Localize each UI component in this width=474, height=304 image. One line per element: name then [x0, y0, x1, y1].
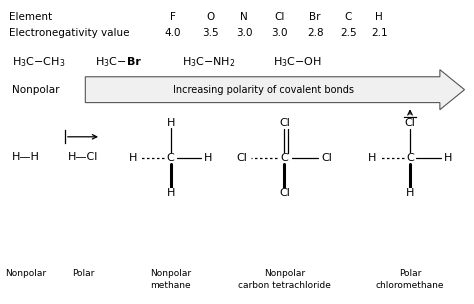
Text: C: C [406, 153, 414, 163]
Text: H: H [406, 188, 414, 198]
Text: Br: Br [127, 57, 141, 67]
Text: 2.1: 2.1 [371, 28, 388, 37]
Text: Polar
chloromethane: Polar chloromethane [376, 269, 444, 290]
Text: H$_3$C$-$OH: H$_3$C$-$OH [273, 55, 321, 69]
Text: 2.5: 2.5 [340, 28, 357, 37]
Text: 2.8: 2.8 [307, 28, 324, 37]
Text: Element: Element [9, 12, 53, 22]
Text: H: H [444, 153, 452, 163]
Text: Nonpolar: Nonpolar [6, 269, 46, 278]
Text: H: H [166, 188, 175, 198]
Text: Nonpolar: Nonpolar [12, 85, 59, 95]
Text: H: H [368, 153, 376, 163]
Text: 3.0: 3.0 [236, 28, 252, 37]
Text: H: H [375, 12, 383, 22]
Text: Cl: Cl [237, 153, 247, 163]
Text: H—Cl: H—Cl [68, 152, 98, 161]
Text: 3.0: 3.0 [272, 28, 288, 37]
Text: H: H [128, 153, 137, 163]
FancyArrow shape [85, 70, 465, 110]
Text: Nonpolar
carbon tetrachloride: Nonpolar carbon tetrachloride [238, 269, 331, 290]
Text: H: H [204, 153, 213, 163]
Text: Cl: Cl [322, 153, 332, 163]
Text: Nonpolar
methane: Nonpolar methane [150, 269, 191, 290]
Text: Br: Br [310, 12, 321, 22]
Text: H—H: H—H [12, 152, 40, 161]
Text: Cl: Cl [405, 118, 415, 128]
Text: Polar: Polar [72, 269, 94, 278]
Text: H$_3$C$-$CH$_3$: H$_3$C$-$CH$_3$ [12, 55, 65, 69]
Text: H$_3$C$-$NH$_2$: H$_3$C$-$NH$_2$ [182, 55, 236, 69]
Text: Cl: Cl [274, 12, 285, 22]
Text: Cl: Cl [279, 188, 290, 198]
Text: Electronegativity value: Electronegativity value [9, 28, 130, 37]
Text: Cl: Cl [279, 118, 290, 128]
Text: 4.0: 4.0 [165, 28, 181, 37]
Text: H$_3$C$-$: H$_3$C$-$ [95, 55, 127, 69]
Text: C: C [345, 12, 352, 22]
Text: C: C [167, 153, 174, 163]
Text: Increasing polarity of covalent bonds: Increasing polarity of covalent bonds [173, 85, 354, 95]
Text: H: H [166, 118, 175, 128]
Text: 3.5: 3.5 [202, 28, 219, 37]
Text: N: N [240, 12, 248, 22]
Text: C: C [281, 153, 288, 163]
Text: F: F [170, 12, 176, 22]
Text: O: O [207, 12, 215, 22]
